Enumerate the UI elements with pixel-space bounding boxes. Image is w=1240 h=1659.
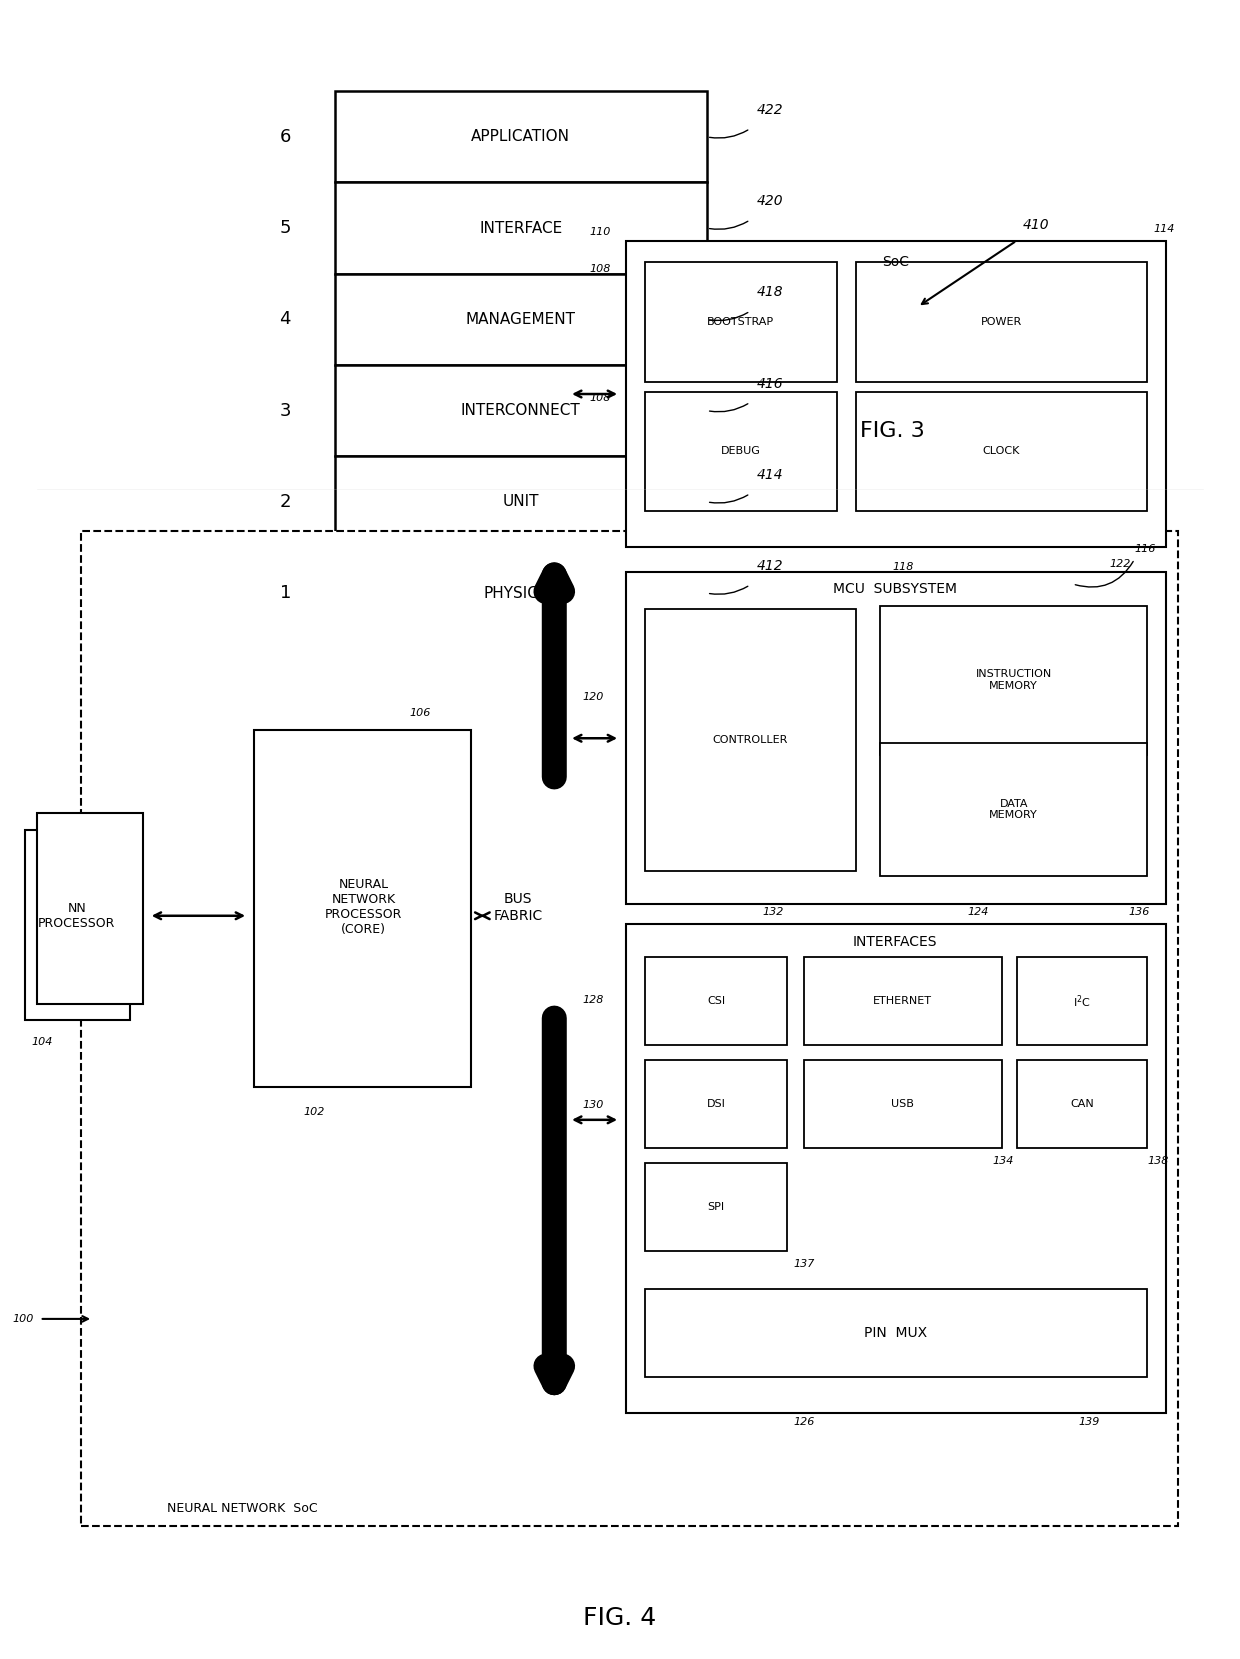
- Text: CAN: CAN: [1070, 1098, 1094, 1110]
- Text: 114: 114: [1153, 224, 1174, 234]
- Text: INTERCONNECT: INTERCONNECT: [461, 403, 580, 418]
- Bar: [25, 830, 130, 1020]
- Text: CLOCK: CLOCK: [982, 446, 1021, 456]
- Text: DEBUG: DEBUG: [720, 446, 761, 456]
- Text: DSI: DSI: [707, 1098, 725, 1110]
- Text: NEURAL NETWORK  SoC: NEURAL NETWORK SoC: [167, 1501, 317, 1515]
- Text: NEURAL
NETWORK
PROCESSOR
(CORE): NEURAL NETWORK PROCESSOR (CORE): [325, 879, 402, 936]
- Bar: [645, 957, 787, 1045]
- Text: SoC: SoC: [882, 255, 909, 269]
- Text: 410: 410: [1023, 219, 1049, 232]
- Text: 138: 138: [1147, 1156, 1168, 1166]
- Text: 1: 1: [279, 584, 291, 602]
- Text: 120: 120: [583, 692, 604, 702]
- Text: 137: 137: [794, 1259, 815, 1269]
- Bar: [335, 274, 707, 365]
- Text: 5: 5: [279, 219, 291, 237]
- Text: DATA
MEMORY: DATA MEMORY: [990, 798, 1038, 821]
- Text: 126: 126: [794, 1417, 815, 1427]
- Text: 110: 110: [589, 227, 610, 237]
- Text: 116: 116: [1135, 544, 1156, 554]
- Bar: [335, 182, 707, 274]
- Bar: [856, 392, 1147, 511]
- Bar: [81, 531, 1178, 1526]
- Text: INTERFACES: INTERFACES: [853, 936, 937, 949]
- Text: APPLICATION: APPLICATION: [471, 129, 570, 144]
- Bar: [626, 572, 1166, 904]
- Text: 414: 414: [756, 468, 782, 483]
- Text: 139: 139: [1079, 1417, 1100, 1427]
- Bar: [645, 609, 856, 871]
- Bar: [626, 241, 1166, 547]
- Text: 2: 2: [279, 493, 291, 511]
- Bar: [645, 262, 837, 382]
- Text: 3: 3: [279, 401, 291, 420]
- Text: 134: 134: [992, 1156, 1013, 1166]
- Text: 418: 418: [756, 285, 782, 300]
- Text: 106: 106: [409, 708, 430, 718]
- Text: PHYSICAL: PHYSICAL: [484, 586, 558, 601]
- Text: ETHERNET: ETHERNET: [873, 995, 932, 1007]
- Text: 108: 108: [589, 393, 610, 403]
- Text: INSTRUCTION
MEMORY: INSTRUCTION MEMORY: [976, 669, 1052, 692]
- Text: 118: 118: [893, 562, 914, 572]
- Text: 416: 416: [756, 377, 782, 392]
- Text: 128: 128: [583, 995, 604, 1005]
- Bar: [856, 262, 1147, 382]
- Bar: [335, 456, 707, 547]
- Text: FIG. 3: FIG. 3: [861, 421, 925, 441]
- Bar: [804, 957, 1002, 1045]
- Text: 100: 100: [12, 1314, 33, 1324]
- Bar: [645, 1163, 787, 1251]
- Text: 124: 124: [967, 907, 988, 917]
- Bar: [254, 730, 471, 1087]
- Bar: [335, 365, 707, 456]
- Bar: [626, 924, 1166, 1413]
- Bar: [335, 91, 707, 182]
- Text: NN
PROCESSOR: NN PROCESSOR: [38, 902, 115, 929]
- Bar: [880, 743, 1147, 876]
- Text: 130: 130: [583, 1100, 604, 1110]
- Text: 4: 4: [279, 310, 291, 328]
- Text: MANAGEMENT: MANAGEMENT: [466, 312, 575, 327]
- Bar: [804, 1060, 1002, 1148]
- Bar: [1017, 1060, 1147, 1148]
- Text: POWER: POWER: [981, 317, 1022, 327]
- Text: SPI: SPI: [708, 1201, 724, 1213]
- Text: 108: 108: [589, 264, 610, 274]
- Text: 6: 6: [279, 128, 291, 146]
- Bar: [1017, 957, 1147, 1045]
- Text: MCU  SUBSYSTEM: MCU SUBSYSTEM: [833, 582, 957, 596]
- Text: 412: 412: [756, 559, 782, 574]
- Bar: [37, 813, 143, 1004]
- Text: 132: 132: [763, 907, 784, 917]
- Text: PIN  MUX: PIN MUX: [864, 1326, 928, 1340]
- Text: FIG. 4: FIG. 4: [583, 1606, 657, 1629]
- Bar: [880, 606, 1147, 755]
- Text: I$^2$C: I$^2$C: [1073, 992, 1091, 1010]
- Text: CSI: CSI: [707, 995, 725, 1007]
- Text: CONTROLLER: CONTROLLER: [713, 735, 787, 745]
- Text: BOOTSTRAP: BOOTSTRAP: [707, 317, 775, 327]
- Text: USB: USB: [892, 1098, 914, 1110]
- Text: UNIT: UNIT: [502, 494, 539, 509]
- Bar: [335, 547, 707, 639]
- Bar: [645, 1060, 787, 1148]
- Text: BUS
FABRIC: BUS FABRIC: [494, 893, 543, 922]
- Bar: [645, 392, 837, 511]
- Text: INTERFACE: INTERFACE: [479, 221, 563, 236]
- Text: 420: 420: [756, 194, 782, 209]
- Text: 422: 422: [756, 103, 782, 118]
- Text: 122: 122: [1110, 559, 1131, 569]
- Text: 102: 102: [304, 1107, 325, 1117]
- Bar: [645, 1289, 1147, 1377]
- Text: 136: 136: [1128, 907, 1149, 917]
- Text: 104: 104: [31, 1037, 52, 1047]
